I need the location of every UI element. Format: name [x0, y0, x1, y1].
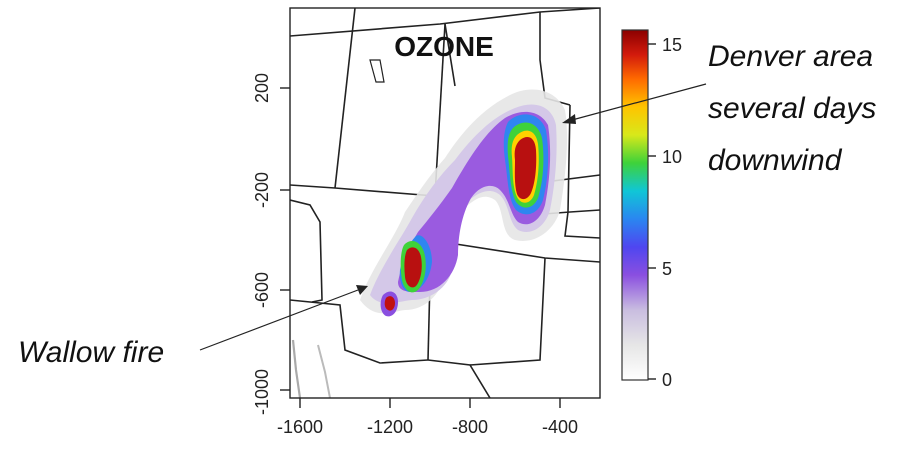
denver-annotation: Denver area several days downwind: [562, 40, 876, 177]
colorbar-tick-label: 15: [662, 35, 682, 55]
x-tick-label: -400: [542, 417, 578, 437]
map-plot: 200 -200 -600 -1000 -1600 -1200 -800 -40…: [252, 7, 601, 437]
x-tick-label: -1600: [277, 417, 323, 437]
x-axis: [299, 398, 561, 408]
y-tick-label: -200: [252, 172, 272, 208]
denver-arrowhead: [562, 114, 576, 124]
wallow-annotation: Wallow fire: [18, 285, 368, 369]
wallow-pointer-line: [199, 289, 359, 351]
plot-frame: [289, 7, 601, 399]
wallow-arrowhead: [356, 285, 368, 295]
state-boundaries: [290, 8, 600, 398]
denver-annotation-line2: several days: [708, 92, 876, 125]
denver-annotation-line3: downwind: [708, 144, 843, 177]
y-tick-label: 200: [252, 73, 272, 103]
map-title: OZONE: [394, 31, 494, 62]
colorbar: 15 10 5 0: [621, 29, 682, 390]
wallow-annotation-label: Wallow fire: [18, 336, 164, 369]
colorbar-tick-label: 10: [662, 147, 682, 167]
y-axis: [280, 87, 290, 391]
colorbar-tick-label: 0: [662, 370, 672, 390]
denver-pointer-line: [571, 83, 707, 121]
colorbar-tick-label: 5: [662, 259, 672, 279]
y-tick-label: -1000: [252, 369, 272, 415]
colorbar-scale: [621, 29, 649, 381]
ozone-plume: [360, 89, 568, 317]
denver-annotation-line1: Denver area: [708, 40, 873, 73]
x-tick-label: -1200: [367, 417, 413, 437]
y-tick-label: -600: [252, 272, 272, 308]
x-tick-label: -800: [452, 417, 488, 437]
